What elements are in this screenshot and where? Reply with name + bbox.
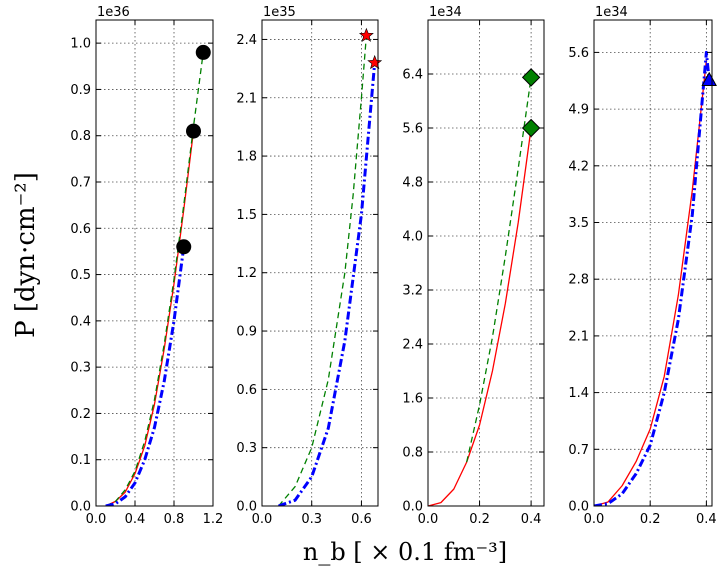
series-line-dashdot xyxy=(278,62,377,506)
x-tick-label: 0.2 xyxy=(640,512,661,527)
y-tick-label: 0.6 xyxy=(236,383,257,398)
y-tick-label: 2.4 xyxy=(402,338,423,353)
y-tick-label: 2.8 xyxy=(568,273,589,288)
subplot-panels: 0.0 0.4 0.8 1.20.00.10.20.30.40.50.60.70.80… xyxy=(70,5,717,527)
series-group xyxy=(594,50,711,506)
plot-frame xyxy=(261,19,379,507)
end-point-marker xyxy=(358,27,374,42)
y-tick-label: 1.6 xyxy=(402,392,423,407)
y-tick-label: 0.8 xyxy=(402,446,423,461)
y-tick-label: 0.5 xyxy=(70,268,91,283)
series-group xyxy=(105,52,204,506)
y-tick-label: 0.3 xyxy=(236,441,257,456)
series-line-solid xyxy=(594,60,708,506)
y-tick-label: 0.1 xyxy=(70,453,91,468)
plot-frame xyxy=(593,19,713,507)
y-tick-label: 0.9 xyxy=(236,325,257,340)
y-tick-label: 4.8 xyxy=(402,176,423,191)
end-point-marker xyxy=(521,68,541,87)
y-tick-label: 4.0 xyxy=(402,230,423,245)
series-line-dashdot xyxy=(105,246,186,506)
x-tick-label: 0.2 xyxy=(469,512,490,527)
y-tick-label: 2.1 xyxy=(236,91,257,106)
subplot-4: 0.0 0.2 0.4 0.0 0.7 1.4 2.1 2.8 3.5 4.2 4.9 5.6 1e34 xyxy=(568,5,717,527)
y-tick-label: 5.6 xyxy=(568,46,589,61)
y-tick-label: 3.5 xyxy=(568,216,589,231)
series-line-solid xyxy=(105,131,195,506)
end-point-marker xyxy=(176,239,192,255)
y-tick-label: 0.9 xyxy=(70,83,91,98)
series-group xyxy=(428,77,532,506)
series-line-solid xyxy=(428,127,532,506)
plot-frame xyxy=(95,19,214,507)
x-tick-label: 0.0 xyxy=(418,512,439,527)
y-tick-label: 2.1 xyxy=(568,329,589,344)
y-tick-label: 1.4 xyxy=(568,386,589,401)
y-tick-label: 4.9 xyxy=(568,103,589,118)
y-tick-label: 0.4 xyxy=(70,314,91,329)
y-tick-label: 0.0 xyxy=(236,500,257,515)
y-offset-label: 1e34 xyxy=(595,5,628,20)
y-axis-title: P [dyn·cm⁻²] xyxy=(11,172,41,338)
series-line-dashed xyxy=(105,52,204,506)
y-tick-label: 1.0 xyxy=(70,37,91,52)
end-point-marker xyxy=(186,123,201,139)
y-tick-label: 0.0 xyxy=(568,500,589,515)
y-tick-label: 6.4 xyxy=(402,68,423,83)
y-tick-label: 0.2 xyxy=(70,407,91,422)
x-tick-label: 0.0 xyxy=(252,512,273,527)
x-axis-title: n_b [ × 0.1 fm⁻³] xyxy=(303,538,507,566)
subplot-3: 0.0 0.2 0.4 0.0 0.8 1.6 2.4 3.2 4.0 4.8 5.6 6.4 1e34 xyxy=(402,5,545,527)
end-point-marker xyxy=(701,71,717,87)
y-tick-label: 0.6 xyxy=(70,222,91,237)
y-tick-label: 0.3 xyxy=(70,361,91,376)
series-line-dashed xyxy=(278,35,368,506)
end-point-marker xyxy=(367,54,383,70)
subplot-2: 0.0 0.3 0.6 0.0 0.3 0.6 0.9 1.2 1.5 1.8 2.1 2.4 1e35 xyxy=(236,5,383,527)
x-tick-label: 0.4 xyxy=(521,512,542,527)
plot-frame xyxy=(427,19,545,507)
x-tick-label: 0.4 xyxy=(125,512,146,527)
x-tick-label: 0.4 xyxy=(696,512,717,527)
x-tick-label: 0.8 xyxy=(164,512,185,527)
x-tick-label: 0.6 xyxy=(351,512,372,527)
y-tick-label: 0.7 xyxy=(70,176,91,191)
y-tick-label: 3.2 xyxy=(402,284,423,299)
x-tick-label: 0.0 xyxy=(86,512,107,527)
y-tick-label: 4.2 xyxy=(568,159,589,174)
y-tick-label: 0.7 xyxy=(568,443,589,458)
y-tick-label: 0.8 xyxy=(70,129,91,144)
y-tick-label: 0.0 xyxy=(402,500,423,515)
series-line-dashed xyxy=(466,77,532,463)
x-tick-label: 1.2 xyxy=(203,512,224,527)
end-point-marker xyxy=(521,118,541,138)
series-line-dashdot xyxy=(594,50,711,506)
y-tick-label: 5.6 xyxy=(402,122,423,137)
y-tick-label: 2.4 xyxy=(236,33,257,48)
end-point-marker xyxy=(195,44,211,60)
x-tick-label: 0.0 xyxy=(584,512,605,527)
y-offset-label: 1e35 xyxy=(263,5,296,20)
y-tick-label: 1.5 xyxy=(236,208,257,223)
y-tick-label: 1.8 xyxy=(236,150,257,165)
y-offset-label: 1e34 xyxy=(429,5,462,20)
x-tick-label: 0.3 xyxy=(301,512,322,527)
subplot-1: 0.0 0.4 0.8 1.2 0.0 0.1 0.2 0.3 0.4 0.5 0.6 0.7 0.8 0… xyxy=(70,5,223,527)
y-offset-label: 1e36 xyxy=(97,5,130,20)
y-tick-label: 0.0 xyxy=(70,500,91,515)
series-group xyxy=(278,35,377,506)
y-tick-label: 1.2 xyxy=(236,266,257,281)
